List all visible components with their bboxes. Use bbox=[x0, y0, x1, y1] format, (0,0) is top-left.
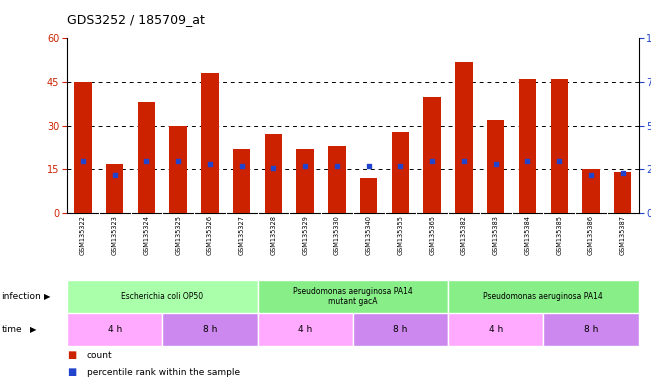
Bar bbox=[353, 313, 448, 346]
Bar bbox=[258, 313, 353, 346]
Text: GSM135326: GSM135326 bbox=[207, 215, 213, 255]
Text: GSM135386: GSM135386 bbox=[588, 215, 594, 255]
Bar bbox=[67, 280, 258, 313]
Text: 4 h: 4 h bbox=[298, 325, 312, 334]
Text: percentile rank within the sample: percentile rank within the sample bbox=[87, 368, 240, 377]
Point bbox=[618, 170, 628, 176]
Bar bbox=[296, 149, 314, 213]
Text: GSM135385: GSM135385 bbox=[556, 215, 562, 255]
Text: 8 h: 8 h bbox=[202, 325, 217, 334]
Text: ■: ■ bbox=[67, 350, 76, 360]
Text: 4 h: 4 h bbox=[107, 325, 122, 334]
Text: Pseudomonas aeruginosa PA14: Pseudomonas aeruginosa PA14 bbox=[484, 292, 603, 301]
Text: GSM135387: GSM135387 bbox=[620, 215, 626, 255]
Text: GSM135384: GSM135384 bbox=[525, 215, 531, 255]
Bar bbox=[487, 120, 505, 213]
Text: ▶: ▶ bbox=[30, 325, 36, 334]
Bar bbox=[162, 313, 258, 346]
Bar bbox=[201, 73, 219, 213]
Bar bbox=[544, 313, 639, 346]
Bar bbox=[455, 62, 473, 213]
Bar bbox=[448, 313, 544, 346]
Bar bbox=[258, 280, 448, 313]
Text: GSM135324: GSM135324 bbox=[143, 215, 150, 255]
Text: 8 h: 8 h bbox=[584, 325, 598, 334]
Bar bbox=[265, 134, 282, 213]
Bar bbox=[582, 169, 600, 213]
Text: GSM135329: GSM135329 bbox=[302, 215, 308, 255]
Point bbox=[395, 163, 406, 169]
Point bbox=[554, 158, 564, 164]
Point bbox=[427, 158, 437, 164]
Text: 4 h: 4 h bbox=[489, 325, 503, 334]
Text: GSM135382: GSM135382 bbox=[461, 215, 467, 255]
Point bbox=[204, 161, 215, 167]
Bar bbox=[138, 103, 155, 213]
Point bbox=[332, 163, 342, 169]
Bar bbox=[74, 82, 92, 213]
Text: ■: ■ bbox=[67, 367, 76, 377]
Text: 8 h: 8 h bbox=[393, 325, 408, 334]
Text: infection: infection bbox=[1, 292, 41, 301]
Text: GSM135322: GSM135322 bbox=[80, 215, 86, 255]
Point bbox=[173, 158, 184, 164]
Bar bbox=[519, 79, 536, 213]
Bar bbox=[233, 149, 251, 213]
Point bbox=[268, 165, 279, 171]
Text: GSM135365: GSM135365 bbox=[429, 215, 436, 255]
Bar bbox=[614, 172, 631, 213]
Point bbox=[300, 163, 311, 169]
Point bbox=[363, 163, 374, 169]
Point bbox=[586, 172, 596, 178]
Text: GSM135383: GSM135383 bbox=[493, 215, 499, 255]
Text: GSM135327: GSM135327 bbox=[239, 215, 245, 255]
Text: GSM135325: GSM135325 bbox=[175, 215, 181, 255]
Text: Escherichia coli OP50: Escherichia coli OP50 bbox=[121, 292, 203, 301]
Bar bbox=[328, 146, 346, 213]
Bar bbox=[106, 164, 124, 213]
Text: GSM135355: GSM135355 bbox=[398, 215, 404, 255]
Point bbox=[109, 172, 120, 178]
Point bbox=[522, 158, 533, 164]
Text: ▶: ▶ bbox=[44, 292, 51, 301]
Bar bbox=[448, 280, 639, 313]
Point bbox=[77, 158, 88, 164]
Point bbox=[236, 163, 247, 169]
Text: GSM135328: GSM135328 bbox=[270, 215, 277, 255]
Bar bbox=[360, 178, 378, 213]
Point bbox=[141, 158, 152, 164]
Point bbox=[459, 158, 469, 164]
Text: GSM135340: GSM135340 bbox=[366, 215, 372, 255]
Bar bbox=[392, 132, 409, 213]
Bar bbox=[67, 313, 162, 346]
Text: time: time bbox=[1, 325, 22, 334]
Text: Pseudomonas aeruginosa PA14
mutant gacA: Pseudomonas aeruginosa PA14 mutant gacA bbox=[293, 287, 413, 306]
Point bbox=[491, 161, 501, 167]
Text: GSM135323: GSM135323 bbox=[112, 215, 118, 255]
Bar bbox=[169, 126, 187, 213]
Text: GDS3252 / 185709_at: GDS3252 / 185709_at bbox=[67, 13, 205, 26]
Bar bbox=[551, 79, 568, 213]
Text: GSM135330: GSM135330 bbox=[334, 215, 340, 255]
Bar bbox=[424, 97, 441, 213]
Text: count: count bbox=[87, 351, 112, 360]
